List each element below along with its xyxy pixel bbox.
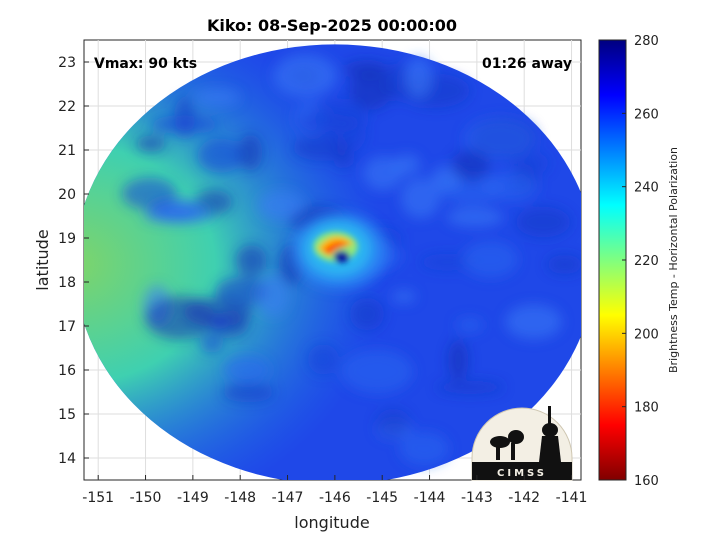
cloud-texture xyxy=(292,135,351,161)
colorbar-tick-label: 220 xyxy=(634,254,659,269)
colorbar-tick-label: 280 xyxy=(634,34,659,49)
cloud-texture xyxy=(200,333,224,353)
chart-title: Kiko: 08-Sep-2025 00:00:00 xyxy=(207,16,457,35)
cloud-texture xyxy=(235,244,267,277)
x-tick-label: -145 xyxy=(366,490,398,506)
x-tick-label: -150 xyxy=(130,490,162,506)
logo-dish-icon xyxy=(490,430,524,460)
x-axis-ticks: -151 -150 -149 -148 -147 -146 -145 -144 -143 -142… xyxy=(82,475,587,506)
x-tick-label: -143 xyxy=(461,490,493,506)
cloud-texture xyxy=(451,149,490,182)
cloud-texture xyxy=(399,431,449,466)
cloud-texture xyxy=(448,339,469,381)
brightness-temperature-swath xyxy=(84,44,581,480)
cloud-texture xyxy=(516,206,571,238)
cloud-texture xyxy=(238,134,263,172)
cloud-texture xyxy=(464,117,536,160)
x-tick-label: -147 xyxy=(272,490,304,506)
y-tick-label: 16 xyxy=(58,363,76,379)
storm-core xyxy=(291,212,388,289)
x-tick-label: -141 xyxy=(556,490,588,506)
y-tick-label: 23 xyxy=(58,55,76,71)
cloud-texture xyxy=(258,190,304,221)
cloud-texture xyxy=(547,255,581,274)
x-tick-label: -146 xyxy=(319,490,351,506)
cloud-texture xyxy=(349,297,385,331)
colorbar-tick-label: 160 xyxy=(634,474,659,489)
cloud-texture xyxy=(392,154,421,176)
cloud-texture xyxy=(145,296,216,340)
colorbar xyxy=(598,39,627,481)
colorbar-ticks: 160 180 200 220 240 260 280 xyxy=(622,34,659,489)
cloud-texture xyxy=(446,207,504,228)
y-axis-ticks: 14 15 16 17 18 19 20 21 22 23 xyxy=(58,55,89,467)
cloud-texture xyxy=(363,156,403,191)
cloud-texture xyxy=(349,70,393,110)
cloud-texture xyxy=(223,355,270,384)
cloud-texture xyxy=(436,380,504,394)
x-tick-label: -151 xyxy=(82,490,114,506)
cloud-texture xyxy=(122,177,177,210)
y-tick-label: 20 xyxy=(58,187,76,203)
cloud-texture xyxy=(404,56,433,99)
y-tick-label: 15 xyxy=(58,407,76,423)
cloud-texture xyxy=(420,253,474,271)
x-axis-label: longitude xyxy=(294,513,369,532)
y-tick-label: 21 xyxy=(58,143,76,159)
cloud-texture xyxy=(341,349,413,394)
vmax-annotation: Vmax: 90 kts xyxy=(94,56,197,72)
logo-tower-icon xyxy=(539,406,561,462)
x-tick-label: -142 xyxy=(508,490,540,506)
eyewall-core xyxy=(323,242,350,255)
cloud-texture xyxy=(462,241,518,278)
y-tick-label: 18 xyxy=(58,275,76,291)
cloud-texture xyxy=(143,208,215,224)
colorbar-tick-label: 240 xyxy=(634,181,659,196)
y-tick-label: 14 xyxy=(58,451,76,467)
cloud-texture xyxy=(509,151,549,175)
y-tick-label: 19 xyxy=(58,231,76,247)
y-tick-label: 17 xyxy=(58,319,76,335)
cloud-texture xyxy=(273,53,338,98)
colorbar-tick-label: 260 xyxy=(634,107,659,122)
storm-eye xyxy=(333,250,350,263)
logo-band xyxy=(472,462,572,480)
cloud-texture xyxy=(256,275,290,317)
cloud-texture xyxy=(376,409,410,437)
cloud-texture xyxy=(505,304,562,340)
colorbar-label: Brightness Temp - Horizontal Polarizatio… xyxy=(667,147,680,373)
cloud-texture xyxy=(391,290,417,303)
logo-text: CIMSS xyxy=(497,468,547,479)
x-tick-label: -148 xyxy=(224,490,256,506)
cloud-texture xyxy=(193,88,241,106)
cloud-texture xyxy=(307,344,339,375)
x-tick-label: -149 xyxy=(177,490,209,506)
cloud-texture xyxy=(215,277,270,306)
cloud-texture xyxy=(135,135,166,152)
cloud-texture xyxy=(197,138,244,173)
colorbar-tick-label: 180 xyxy=(634,401,659,416)
cloud-texture xyxy=(150,115,219,134)
y-tick-label: 22 xyxy=(58,99,76,115)
time-offset-annotation: 01:26 away xyxy=(482,56,572,72)
cloud-texture xyxy=(400,177,441,219)
cloud-texture xyxy=(455,317,484,333)
colorbar-tick-label: 200 xyxy=(634,327,659,342)
y-axis-label: latitude xyxy=(33,229,52,290)
cloud-texture xyxy=(222,382,275,403)
cimss-logo: CIMSS xyxy=(471,406,573,481)
x-tick-label: -144 xyxy=(414,490,446,506)
